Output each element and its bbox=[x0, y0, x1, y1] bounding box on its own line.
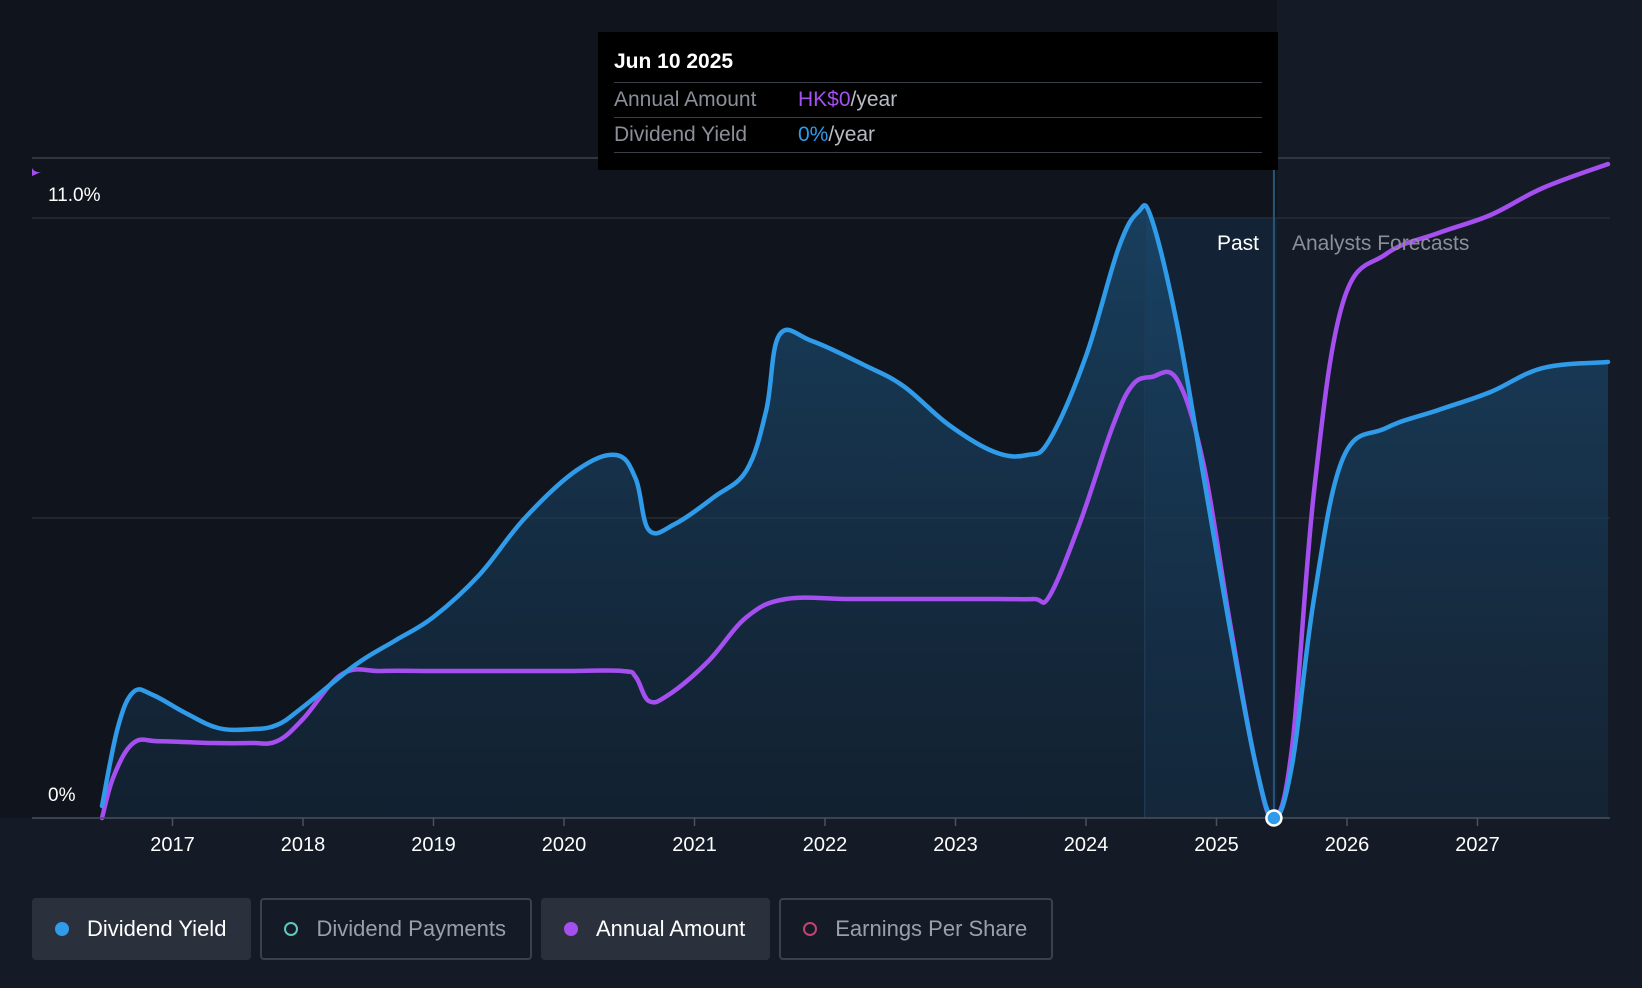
legend-earnings-per-share-button[interactable]: Earnings Per Share bbox=[779, 898, 1054, 960]
legend-label: Dividend Yield bbox=[87, 916, 227, 941]
offscreen-series-marker bbox=[32, 168, 41, 176]
tooltip-value: 0% bbox=[798, 123, 829, 146]
tooltip-row-annual-amount: Annual Amount HK$0/year bbox=[614, 83, 1262, 118]
legend-ring-icon bbox=[803, 922, 818, 936]
x-tick-label: 2018 bbox=[281, 834, 326, 856]
legend-dividend-payments-button[interactable]: Dividend Payments bbox=[260, 898, 532, 960]
x-tick-label: 2021 bbox=[672, 834, 717, 856]
annual-amount-line bbox=[99, 161, 1611, 821]
x-axis: 2017 2018 2019 2020 2021 2022 2023 2024 2025 2026… bbox=[150, 818, 1500, 856]
x-tick-label: 2026 bbox=[1325, 834, 1370, 856]
legend-label: Earnings Per Share bbox=[835, 916, 1028, 941]
x-tick-label: 2024 bbox=[1064, 834, 1109, 856]
y-tick-label-bottom: 0% bbox=[48, 785, 76, 806]
y-tick-label-top: 11.0% bbox=[48, 185, 101, 206]
legend-dot-icon bbox=[563, 922, 578, 936]
x-tick-label: 2027 bbox=[1455, 834, 1500, 856]
hover-tooltip: Jun 10 2025 Annual Amount HK$0/year Divid… bbox=[598, 32, 1278, 170]
tooltip-date: Jun 10 2025 bbox=[614, 46, 1262, 83]
past-label: Past bbox=[1217, 232, 1259, 255]
x-tick-label: 2022 bbox=[803, 834, 848, 856]
legend: Dividend Yield Dividend Payments Annual … bbox=[32, 898, 1054, 962]
x-tick-label: 2020 bbox=[542, 834, 587, 856]
tooltip-label: Annual Amount bbox=[614, 88, 757, 111]
analysts-forecasts-label: Analysts Forecasts bbox=[1292, 232, 1469, 255]
hover-point-marker[interactable] bbox=[1265, 809, 1283, 827]
tooltip-label: Dividend Yield bbox=[614, 123, 748, 146]
legend-dot-icon bbox=[55, 922, 69, 936]
x-tick-label: 2019 bbox=[411, 834, 456, 856]
dividend-yield-line bbox=[99, 203, 1611, 821]
dividend-yield-area bbox=[102, 205, 1608, 819]
legend-label: Dividend Payments bbox=[316, 916, 506, 941]
x-tick-label: 2017 bbox=[150, 834, 195, 856]
legend-dividend-yield-button[interactable]: Dividend Yield bbox=[32, 898, 252, 960]
legend-annual-amount-button[interactable]: Annual Amount bbox=[540, 898, 771, 960]
tooltip-unit: /year bbox=[850, 88, 898, 111]
legend-label: Annual Amount bbox=[595, 916, 746, 941]
legend-ring-icon bbox=[284, 922, 299, 936]
tooltip-value: HK$0 bbox=[798, 88, 851, 111]
tooltip-unit: /year bbox=[828, 123, 876, 146]
x-tick-label: 2023 bbox=[933, 834, 978, 856]
tooltip-row-dividend-yield: Dividend Yield 0%/year bbox=[614, 118, 1262, 153]
x-tick-label: 2025 bbox=[1194, 834, 1239, 856]
